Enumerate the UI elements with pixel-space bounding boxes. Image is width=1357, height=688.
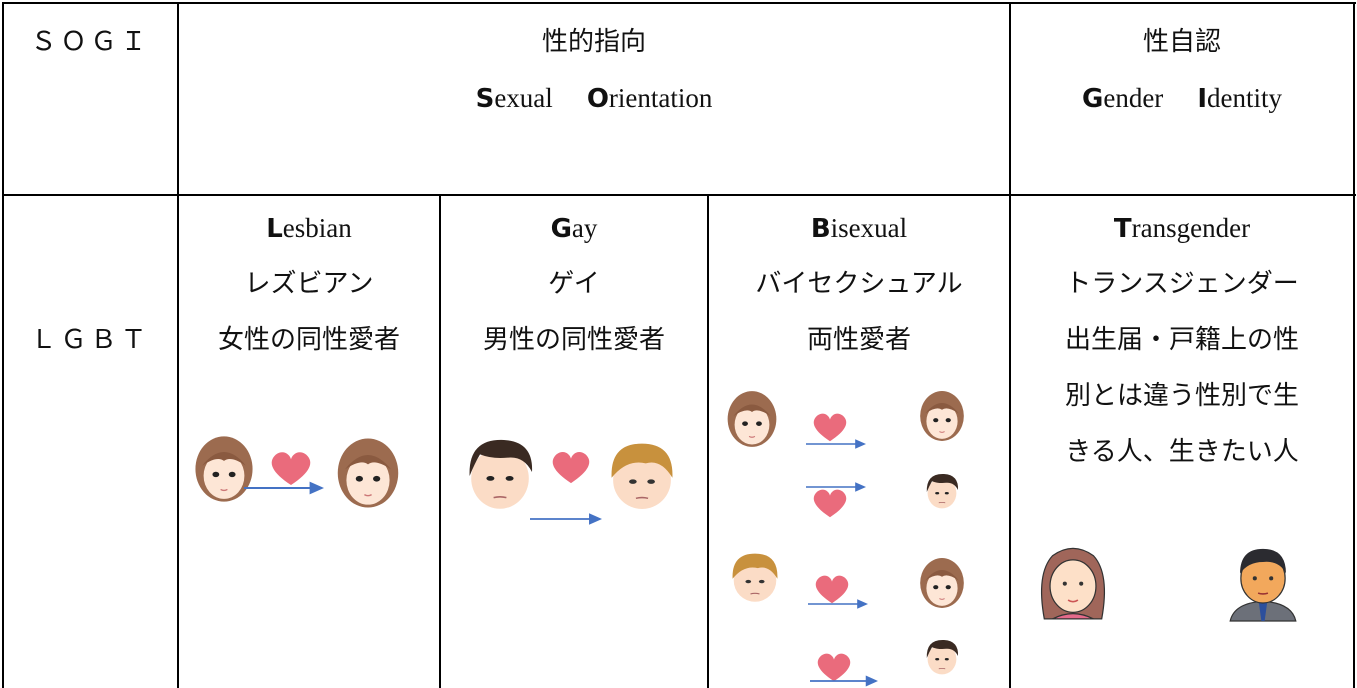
face-icon [926, 639, 959, 676]
border [1353, 2, 1355, 688]
term: Lesbian [179, 200, 439, 256]
term: Gay [441, 200, 707, 256]
face-icon [610, 442, 674, 510]
border [2, 194, 1356, 196]
initial: T [1113, 214, 1132, 244]
orientation-title: 性的指向 [541, 27, 646, 57]
arrow-icon [810, 674, 878, 688]
border [177, 2, 179, 688]
initial: L [266, 214, 283, 244]
person-icon [1229, 547, 1297, 622]
body-cell: Gay ゲイ 男性の同性愛者 [441, 200, 707, 368]
arrow-icon [806, 438, 866, 450]
text-line: 出生届・戸籍上の性 [1064, 325, 1299, 355]
header-cell: 性的指向 Sexual Orientation [179, 14, 1009, 126]
body-cell: Transgender トランスジェンダー 出生届・戸籍上の性 別とは違う性別で… [1011, 200, 1353, 480]
initial: G [550, 214, 572, 244]
word: ender [1103, 83, 1164, 113]
lgbt-label: ＬＧＢＴ [30, 325, 151, 355]
heart-icon [813, 489, 847, 518]
initial: S [475, 84, 495, 114]
face-icon [194, 435, 254, 503]
word: exual [494, 83, 553, 113]
body-cell: Bisexual バイセクシュアル 両性愛者 [709, 200, 1009, 368]
initial: G [1082, 84, 1104, 114]
face-icon [468, 439, 533, 510]
text-line: 男性の同性愛者 [482, 325, 665, 355]
text-line: トランスジェンダー [1065, 269, 1299, 299]
word: ay [571, 213, 598, 243]
heart-icon [552, 452, 590, 484]
text-line: バイセクシュアル [755, 269, 963, 299]
border [2, 2, 1356, 4]
border [707, 195, 709, 688]
word: ransgender [1131, 213, 1251, 243]
text-line: 両性愛者 [806, 325, 911, 355]
heart-icon [813, 413, 847, 442]
face-icon [336, 437, 400, 509]
body-cell: Lesbian レズビアン 女性の同性愛者 [179, 200, 439, 368]
identity-title: 性自認 [1142, 27, 1221, 57]
text-line: きる人、生きたい人 [1065, 437, 1299, 467]
word: esbian [282, 213, 352, 243]
text-line: ゲイ [548, 269, 600, 299]
row-label-cell: ＬＧＢＴ [4, 312, 177, 368]
border [439, 195, 441, 688]
word: isexual [830, 213, 908, 243]
orientation-english: Sexual Orientation [179, 70, 1009, 126]
face-icon [731, 552, 779, 603]
face-icon [727, 390, 777, 448]
face-icon [919, 557, 965, 609]
header-cell: 性自認 Gender Identity [1011, 14, 1353, 126]
sogi-label: ＳＯＧＩ [30, 27, 151, 57]
initial: I [1197, 84, 1207, 114]
text-line: 女性の同性愛者 [217, 325, 400, 355]
term: Bisexual [709, 200, 1009, 256]
face-icon [926, 473, 959, 509]
heart-icon [817, 653, 851, 682]
heart-icon [271, 452, 311, 486]
word: rientation [608, 83, 713, 113]
initial: O [586, 84, 609, 114]
arrow-icon [808, 598, 868, 610]
face-icon [919, 390, 965, 442]
border [1009, 2, 1011, 688]
word: dentity [1207, 83, 1282, 113]
identity-english: Gender Identity [1011, 70, 1353, 126]
heart-icon [815, 575, 849, 604]
initial: B [810, 214, 831, 244]
text-line: 別とは違う性別で生 [1064, 381, 1299, 411]
text-line: レズビアン [244, 269, 374, 299]
person-icon [1040, 547, 1106, 620]
header-cell: ＳＯＧＩ [4, 14, 177, 70]
arrow-icon [242, 480, 326, 496]
arrow-icon [530, 512, 602, 526]
border [2, 2, 4, 688]
term: Transgender [1011, 200, 1353, 256]
